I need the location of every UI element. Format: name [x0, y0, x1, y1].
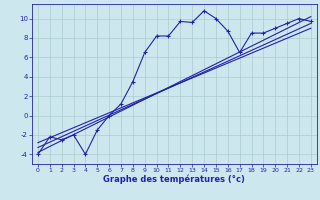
X-axis label: Graphe des températures (°c): Graphe des températures (°c) [103, 175, 245, 184]
